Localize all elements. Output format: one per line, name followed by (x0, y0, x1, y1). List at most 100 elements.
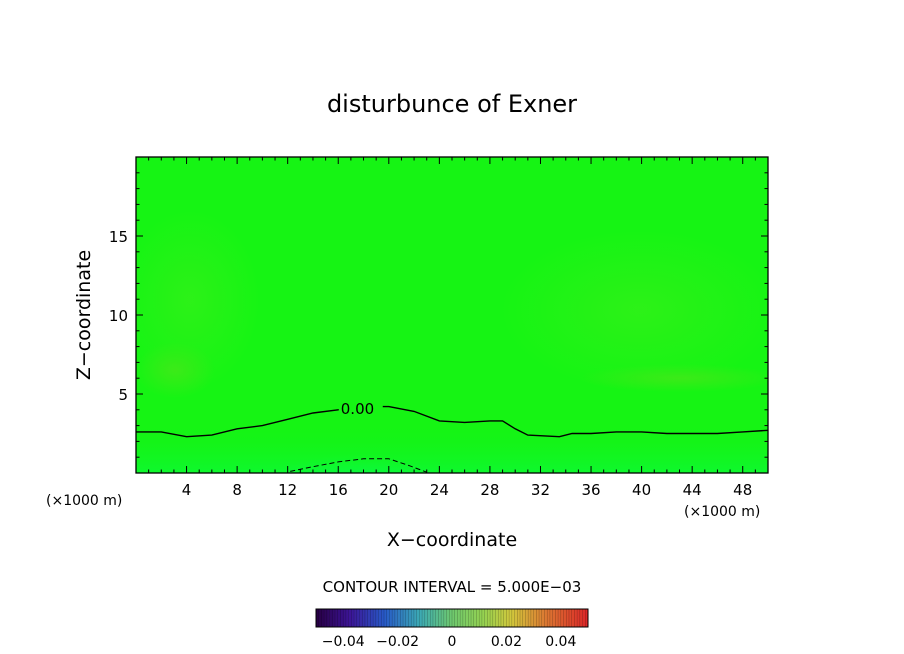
colorbar-swatch (321, 609, 325, 627)
colorbar-swatch (389, 609, 393, 627)
colorbar-swatch (373, 609, 377, 627)
colorbar-swatch (340, 609, 344, 627)
colorbar-swatch (405, 609, 409, 627)
colorbar-swatch (430, 609, 434, 627)
colorbar-frame (315, 608, 589, 628)
colorbar-tick-label: 0 (448, 634, 457, 650)
colorbar-swatch (495, 609, 499, 627)
colorbar-swatch (370, 609, 374, 627)
colorbar-swatch (492, 609, 496, 627)
contour-label: 0.00 (341, 400, 374, 418)
colorbar-swatch (392, 609, 396, 627)
colorbar-swatch (503, 609, 507, 627)
x-tick-label: 4 (182, 481, 192, 499)
x-tick-label: 40 (632, 481, 651, 499)
x-tick-label: 24 (430, 481, 449, 499)
colorbar-swatch (568, 609, 572, 627)
chart-title: disturbunce of Exner (327, 90, 577, 118)
colorbar-swatch (364, 609, 368, 627)
colorbar-swatch (454, 609, 458, 627)
colorbar-swatch (329, 609, 333, 627)
colorbar-swatch (500, 609, 504, 627)
colorbar-swatch (514, 609, 518, 627)
x-tick-label: 8 (232, 481, 242, 499)
colorbar-swatch (473, 609, 477, 627)
x-unit-left: (×1000 m) (46, 493, 122, 509)
contour-label-backdrop (338, 399, 383, 417)
colorbar-swatch (375, 609, 379, 627)
colorbar-swatch (566, 609, 570, 627)
colorbar-swatch (403, 609, 407, 627)
colorbar-swatch (457, 609, 461, 627)
colorbar-swatch (438, 609, 442, 627)
colorbar-swatch (574, 609, 578, 627)
colorbar-swatch (378, 609, 382, 627)
contour-line (136, 405, 768, 438)
x-unit-right: (×1000 m) (684, 504, 760, 520)
colorbar-swatch (465, 609, 469, 627)
colorbar-swatch (384, 609, 388, 627)
colorbar-swatch (509, 609, 513, 627)
colorbar-swatch (441, 609, 445, 627)
shade-region-right (500, 230, 768, 390)
colorbar-swatch (476, 609, 480, 627)
colorbar-swatch (422, 609, 426, 627)
colorbar-tick-label: 0.04 (545, 634, 576, 650)
colorbar-swatch (348, 609, 352, 627)
colorbar-swatch (479, 609, 483, 627)
colorbar-swatch (506, 609, 510, 627)
colorbar-swatch (517, 609, 521, 627)
colorbar-swatch (460, 609, 464, 627)
colorbar-swatch (525, 609, 529, 627)
colorbar-swatch (367, 609, 371, 627)
colorbar-swatch (359, 609, 363, 627)
colorbar-tick-label: −0.02 (376, 634, 419, 650)
colorbar-swatch (462, 609, 466, 627)
colorbar-swatch (541, 609, 545, 627)
colorbar-swatch (552, 609, 556, 627)
colorbar-swatch (481, 609, 485, 627)
colorbar-swatch (416, 609, 420, 627)
x-tick-label: 32 (531, 481, 550, 499)
colorbar-swatch (446, 609, 450, 627)
x-axis-label: X−coordinate (387, 529, 517, 551)
contour-line-negative (290, 458, 427, 473)
colorbar-swatch (563, 609, 567, 627)
colorbar-swatch (560, 609, 564, 627)
x-tick-label: 12 (278, 481, 297, 499)
colorbar-swatch (411, 609, 415, 627)
colorbar-swatch (533, 609, 537, 627)
y-tick-label: 10 (109, 307, 128, 325)
colorbar-swatch (318, 609, 322, 627)
colorbar: −0.04 −0.02 0 0.02 0.04 (315, 608, 589, 650)
y-tick-label: 15 (109, 228, 128, 246)
colorbar-swatch (558, 609, 562, 627)
colorbar-tick-label: −0.04 (322, 634, 365, 650)
y-axis-label: Z−coordinate (73, 250, 95, 380)
colorbar-swatch (571, 609, 575, 627)
colorbar-swatch (471, 609, 475, 627)
shade-region-bottom (136, 420, 768, 473)
colorbar-swatch (332, 609, 336, 627)
colorbar-swatch (324, 609, 328, 627)
colorbar-swatch (354, 609, 358, 627)
colorbar-swatch (577, 609, 581, 627)
colorbar-swatch (326, 609, 330, 627)
colorbar-swatch (381, 609, 385, 627)
colorbar-swatch (449, 609, 453, 627)
contour-interval-text: CONTOUR INTERVAL = 5.000E−03 (323, 578, 582, 596)
shade-region-right-low (580, 364, 768, 392)
colorbar-swatch (522, 609, 526, 627)
colorbar-swatch (539, 609, 543, 627)
colorbar-swatch (356, 609, 360, 627)
contour-labels: 0.00 (338, 399, 383, 418)
colorbar-swatch (345, 609, 349, 627)
colorbar-swatch (443, 609, 447, 627)
colorbar-swatch (343, 609, 347, 627)
colorbar-tick-label: 0.02 (491, 634, 522, 650)
colorbar-swatch (511, 609, 515, 627)
colorbar-swatch (386, 609, 390, 627)
colorbar-swatch (432, 609, 436, 627)
